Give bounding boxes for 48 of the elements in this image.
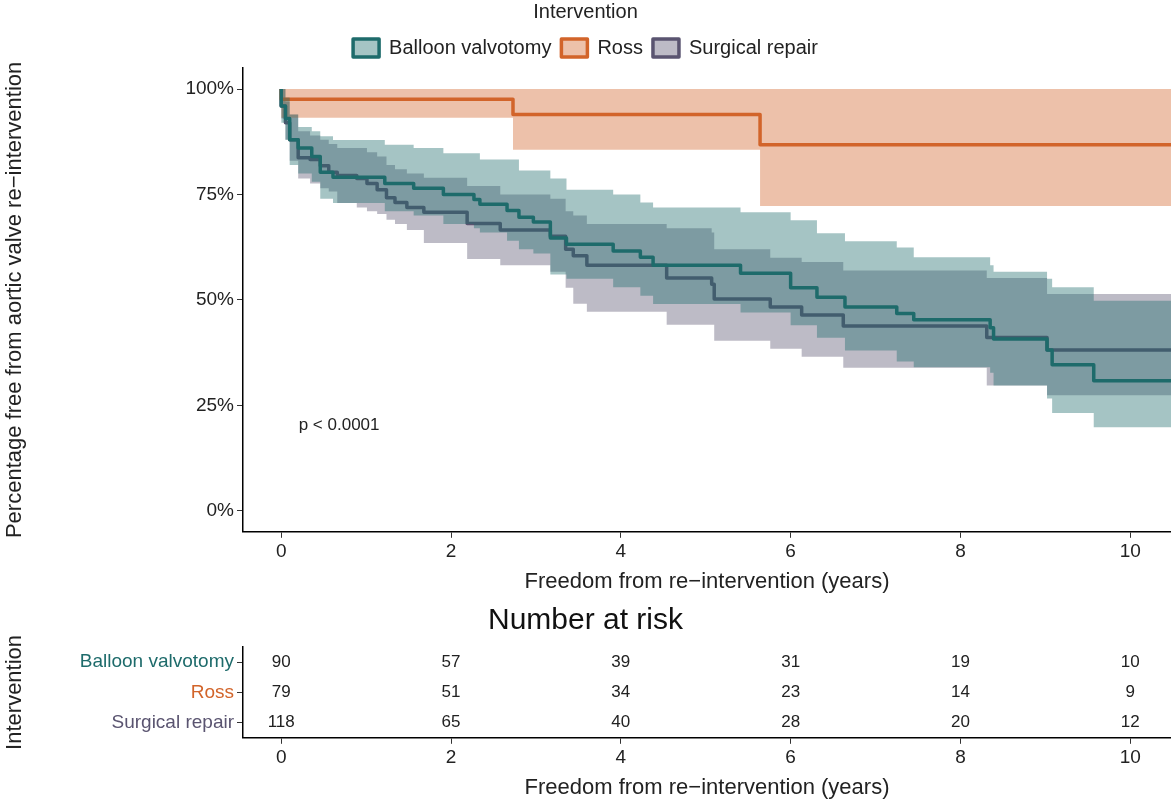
x-tick-label: 6 [785, 540, 796, 562]
data-label: 118 [267, 712, 295, 732]
legend-label: Ross [597, 35, 643, 58]
data-label: 90 [271, 651, 291, 671]
data-label: 20 [950, 712, 970, 732]
x-tick-label: 8 [955, 540, 966, 562]
legend-label: Surgical repair [688, 35, 819, 58]
data-label: 39 [611, 651, 631, 671]
x-tick-label: 0 [275, 540, 287, 562]
y-tick-label: 25% [195, 393, 235, 415]
x-tick-label: 0 [275, 746, 287, 768]
y-axis-title: Percentage free from aortic valve re−intervention [1, 61, 27, 539]
chart-title: Number at risk [487, 602, 685, 636]
x-axis-title: Freedom from re−intervention (years) [524, 567, 890, 593]
data-label: 12 [1120, 712, 1140, 732]
annotation: p < 0.0001 [298, 414, 380, 434]
legend-title: Intervention [533, 0, 638, 22]
data-label: 65 [441, 712, 461, 732]
y-tick-label: 50% [195, 288, 235, 310]
y-tick-label: Surgical repair [111, 710, 235, 732]
data-label: 9 [1125, 682, 1135, 702]
data-label: 51 [441, 682, 461, 702]
data-label: 31 [781, 651, 801, 671]
x-tick-label: 2 [445, 746, 457, 768]
x-tick-label: 4 [615, 540, 627, 562]
x-axis-title: Freedom from re−intervention (years) [524, 773, 890, 799]
y-tick-label: 100% [185, 77, 235, 99]
x-tick-label: 10 [1119, 540, 1141, 562]
data-label: 79 [271, 682, 291, 702]
data-label: 14 [950, 682, 970, 702]
x-tick-label: 8 [955, 746, 966, 768]
y-axis-title: Intervention [1, 634, 27, 750]
legend-label: Balloon valvotomy [389, 35, 552, 58]
y-tick-label: Ross [190, 680, 234, 702]
data-label: 23 [781, 682, 801, 702]
data-label: 57 [441, 651, 461, 671]
x-tick-label: 10 [1119, 746, 1141, 768]
x-tick-label: 4 [615, 746, 627, 768]
data-label: 19 [950, 651, 970, 671]
y-tick-label: 0% [206, 498, 235, 520]
x-tick-label: 6 [785, 746, 796, 768]
data-label: 40 [611, 712, 631, 732]
data-label: 28 [781, 712, 801, 732]
y-tick-label: Balloon valvotomy [79, 650, 235, 672]
data-label: 10 [1120, 651, 1140, 671]
data-label: 34 [611, 682, 631, 702]
y-tick-label: 75% [195, 182, 235, 204]
x-tick-label: 2 [445, 540, 457, 562]
